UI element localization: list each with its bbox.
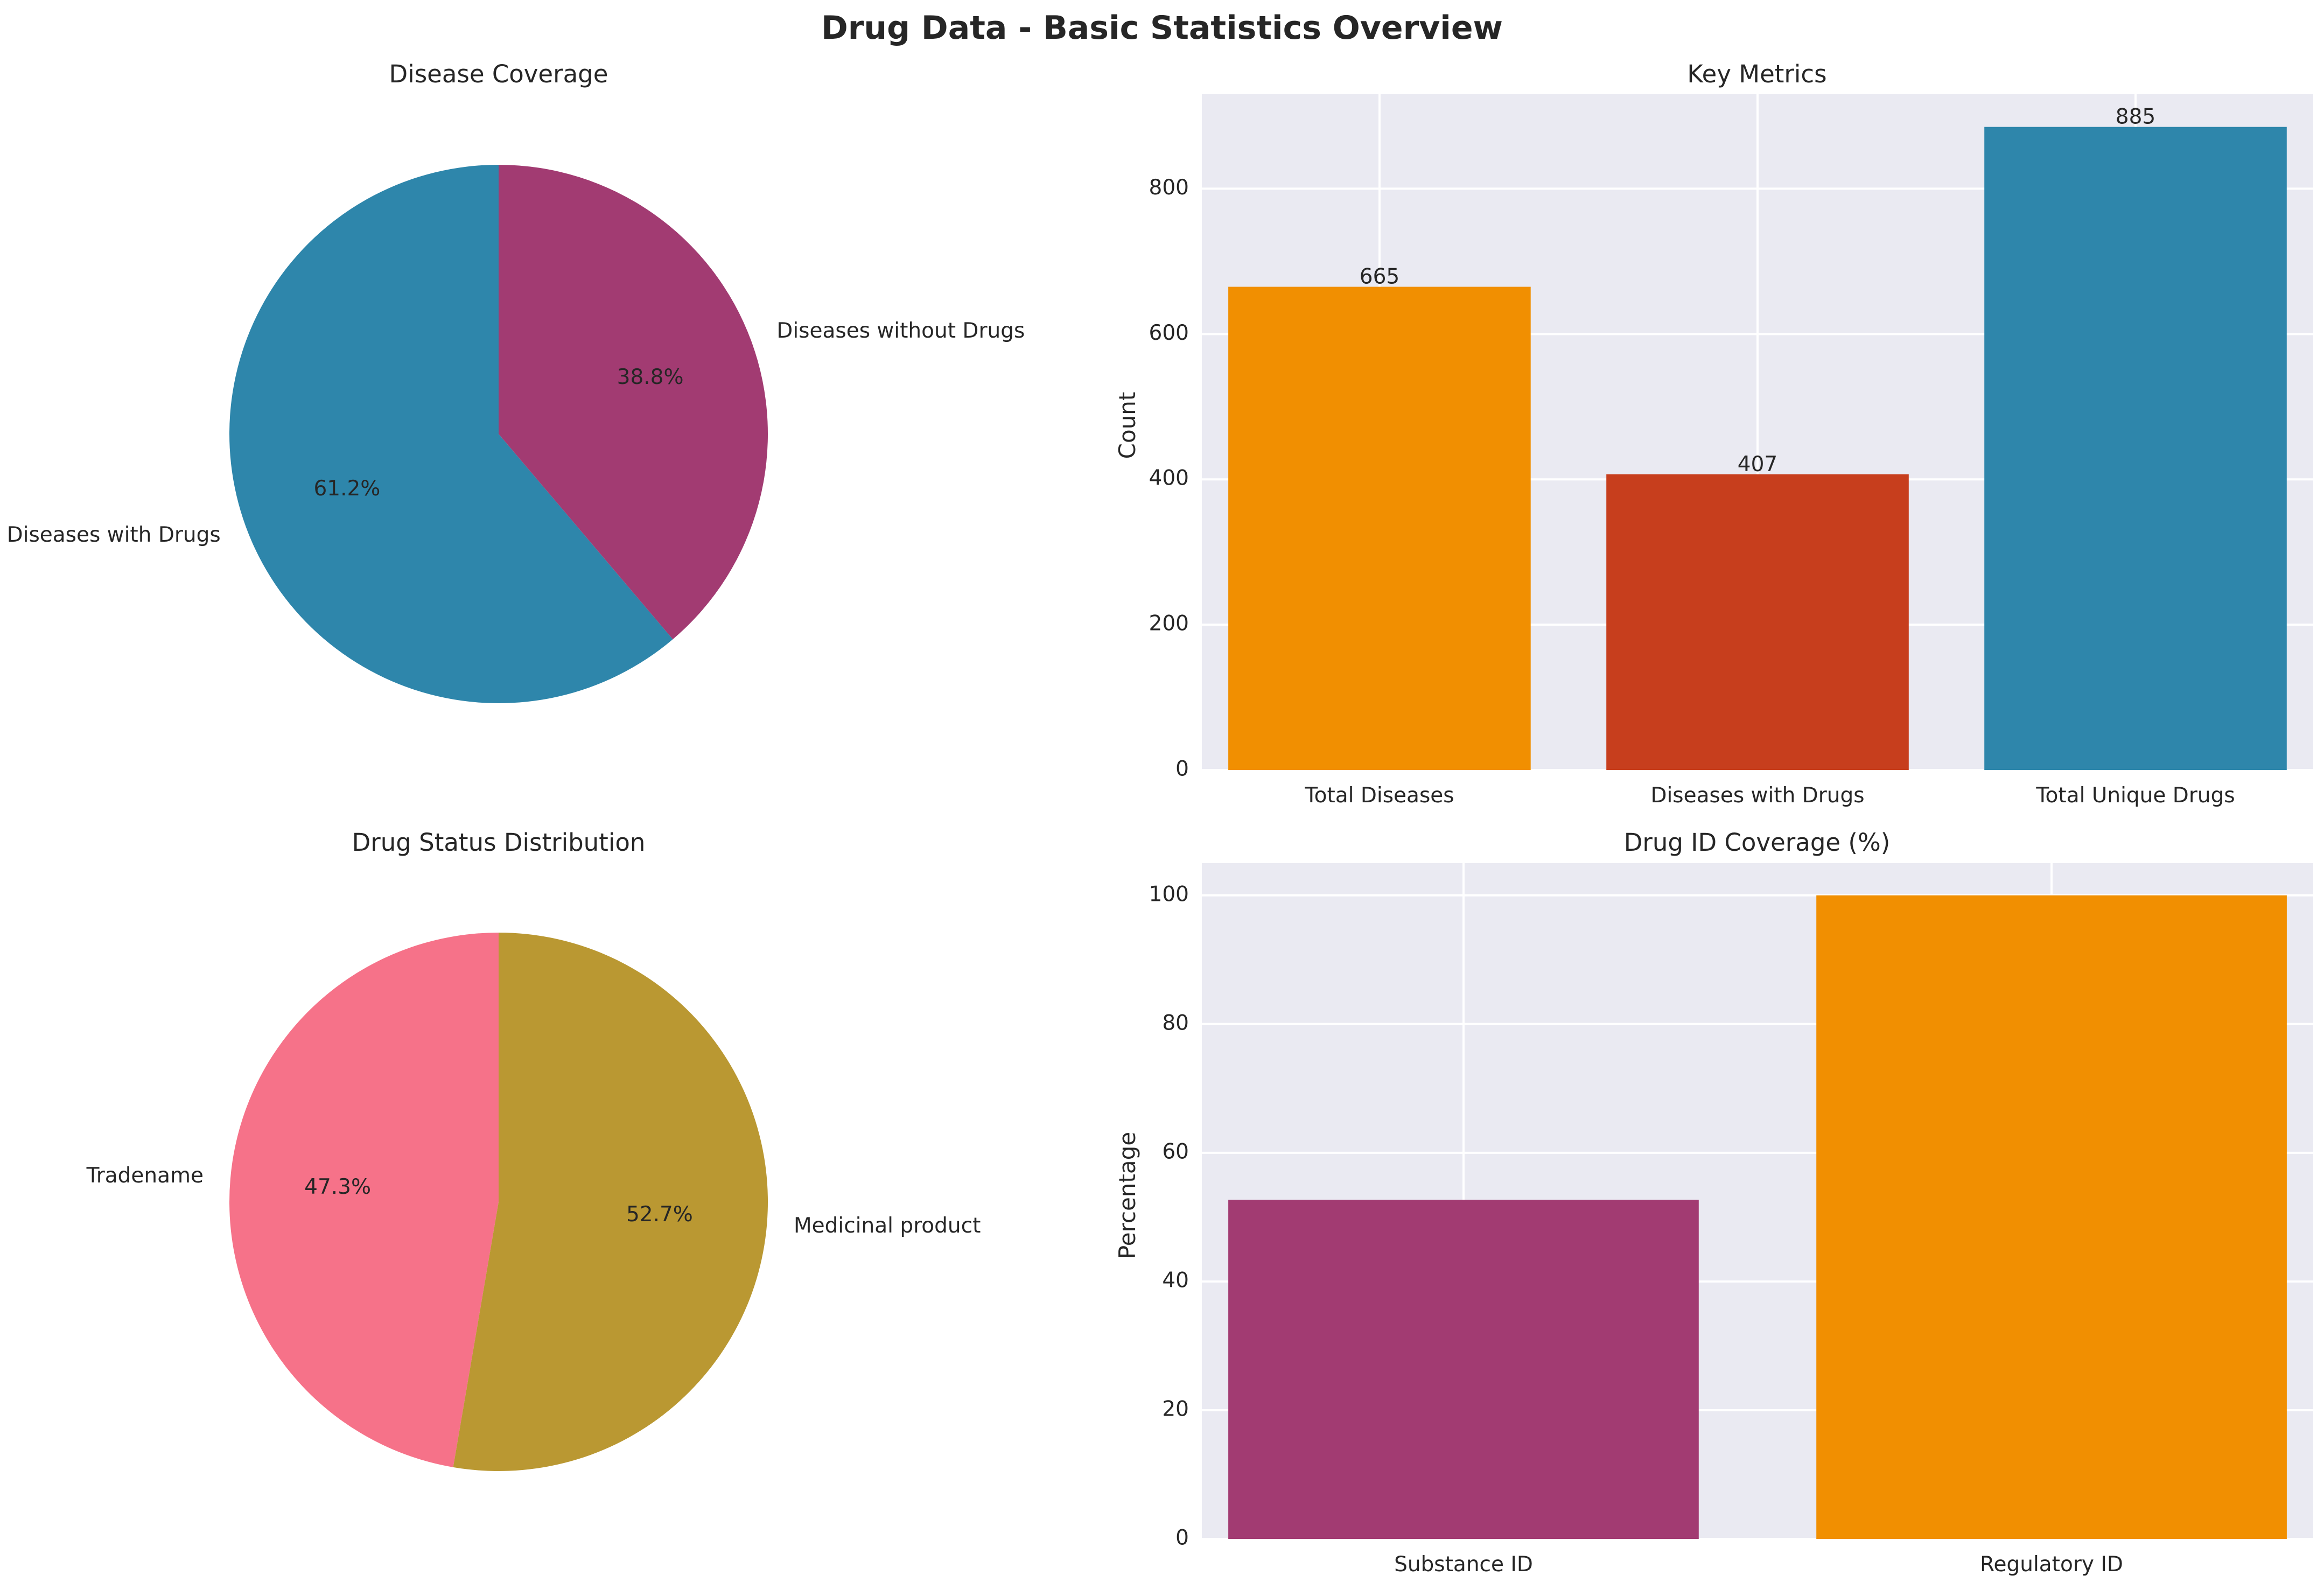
bar-diseases-with-drugs [1606, 474, 1909, 770]
x-tick-label: Total Unique Drugs [2035, 783, 2235, 808]
bar-plot: 665 Total Diseases 407 Diseases with Drugs 8… [1149, 94, 2313, 808]
pie-percent-label: 38.8% [617, 365, 684, 389]
y-tick-label: 60 [1162, 1139, 1189, 1164]
chart-title: Disease Coverage [389, 60, 608, 88]
pie-slice-medicinal-product [453, 933, 768, 1472]
bar-substance-id [1228, 1200, 1699, 1539]
y-tick-label: 800 [1149, 176, 1189, 200]
data-label: 407 [1738, 452, 1777, 477]
bar-chart-drug-id-coverage: Drug ID Coverage (%) Percentage Substanc… [1114, 828, 2313, 1577]
data-label: 885 [2116, 105, 2155, 129]
chart-title: Drug ID Coverage (%) [1624, 828, 1891, 857]
y-tick-label: 400 [1149, 466, 1189, 491]
y-tick-label: 20 [1162, 1397, 1189, 1421]
x-tick-label: Total Diseases [1304, 783, 1454, 808]
bar-total-diseases [1228, 286, 1531, 770]
x-tick-label: Regulatory ID [1980, 1552, 2123, 1577]
pie-plot: Tradename 47.3% Medicinal product 52.7% [86, 933, 981, 1472]
pie-slice-diseases-with-drugs [229, 165, 673, 703]
chart-title: Key Metrics [1687, 60, 1826, 88]
pie-percent-label: 47.3% [304, 1175, 371, 1199]
bar-regulatory-id [1816, 895, 2287, 1539]
y-tick-label: 40 [1162, 1268, 1189, 1292]
bar-chart-key-metrics: Key Metrics Count 665 Total Diseases 407 Di… [1114, 60, 2313, 808]
pie-label: Diseases without Drugs [776, 319, 1025, 343]
pie-label: Medicinal product [794, 1214, 981, 1238]
pie-chart-drug-status: Drug Status Distribution Tradename 47.3% M… [86, 828, 981, 1472]
y-tick-label: 200 [1149, 612, 1189, 636]
y-tick-label: 0 [1175, 757, 1189, 781]
y-tick-label: 600 [1149, 321, 1189, 345]
pie-slice-diseases-without-drugs [499, 165, 768, 640]
bar-total-unique-drugs [1984, 127, 2287, 771]
pie-plot: Diseases with Drugs 61.2% Diseases without… [7, 165, 1025, 703]
figure-title: Drug Data - Basic Statistics Overview [821, 9, 1503, 47]
bar-plot: Substance ID Regulatory ID 0 20 40 60 80 100 [1149, 863, 2313, 1577]
pie-percent-label: 61.2% [313, 477, 380, 501]
y-tick-label: 100 [1149, 882, 1189, 906]
pie-slice-tradename [229, 933, 499, 1467]
pie-chart-disease-coverage: Disease Coverage Diseases with Drugs 61.2… [7, 60, 1025, 703]
chart-title: Drug Status Distribution [352, 828, 646, 857]
x-tick-label: Diseases with Drugs [1650, 783, 1864, 808]
y-axis-label: Percentage [1114, 1132, 1140, 1259]
x-tick-label: Substance ID [1394, 1552, 1533, 1577]
pie-percent-label: 52.7% [626, 1202, 693, 1227]
y-tick-label: 0 [1175, 1526, 1189, 1550]
y-tick-label: 80 [1162, 1011, 1189, 1035]
data-label: 665 [1360, 265, 1399, 289]
y-axis-label: Count [1114, 392, 1140, 459]
pie-label: Tradename [86, 1164, 204, 1188]
pie-label: Diseases with Drugs [7, 523, 221, 547]
